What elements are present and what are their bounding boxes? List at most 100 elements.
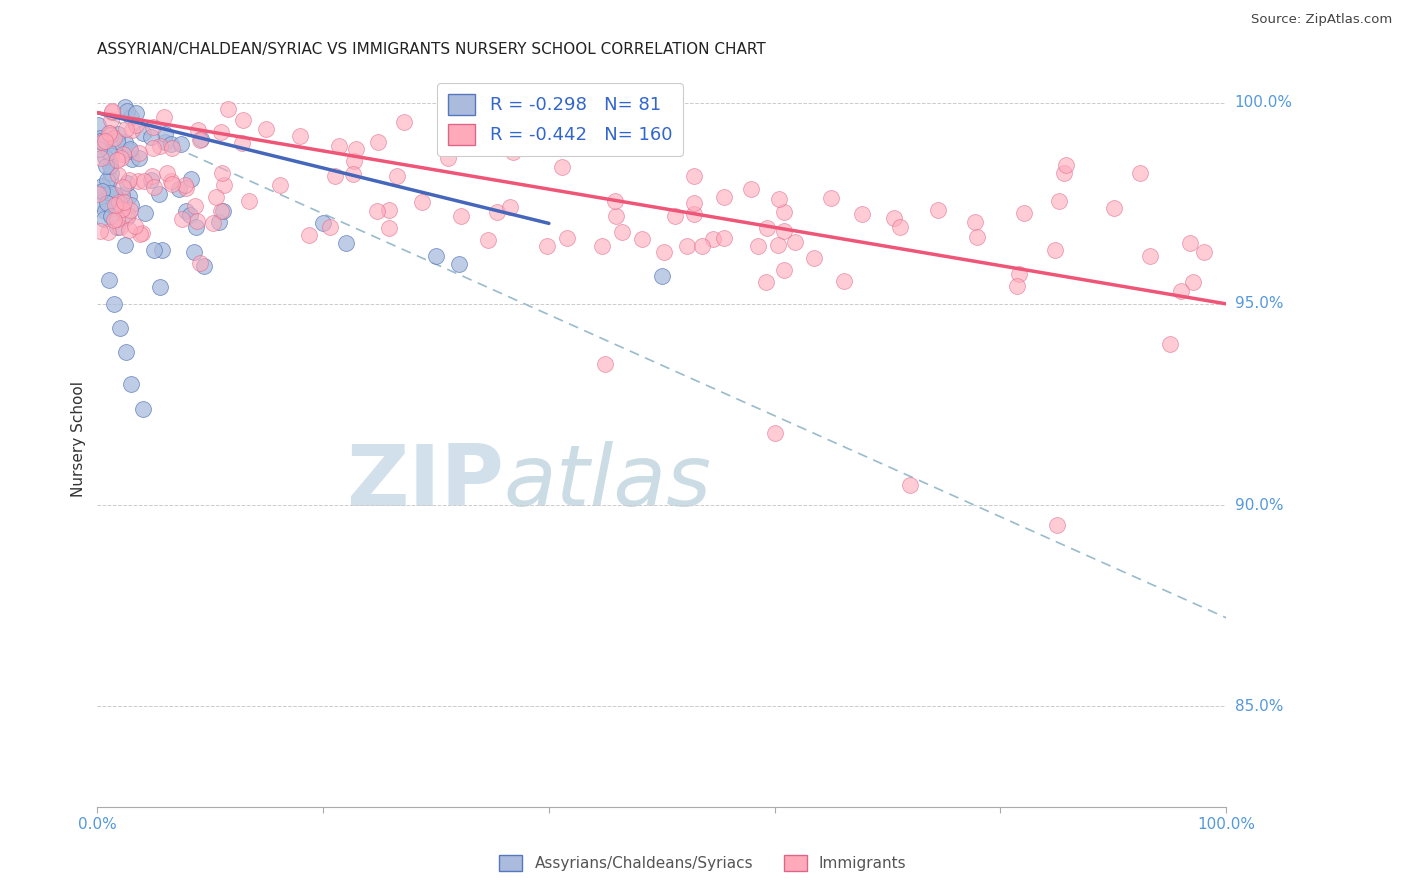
Point [1192, 244, 1215, 259]
Point [105, 220, 128, 235]
Point [747, 239, 769, 253]
Point [160, 141, 183, 155]
Point [107, 168, 129, 182]
Point [766, 238, 789, 252]
Point [1012, 206, 1035, 220]
Point [120, 110, 142, 124]
Point [595, 357, 617, 371]
Point [94, 159, 117, 173]
Point [803, 252, 825, 266]
Point [114, 100, 136, 114]
Point [176, 181, 198, 195]
Point [927, 202, 949, 217]
Point [156, 166, 179, 180]
Point [214, 178, 236, 193]
Point [1128, 166, 1150, 180]
Point [131, 401, 153, 416]
Point [114, 135, 136, 149]
Legend: Assyrians/Chaldeans/Syriacs, Immigrants: Assyrians/Chaldeans/Syriacs, Immigrants [494, 849, 912, 877]
Point [485, 204, 508, 219]
Point [1054, 158, 1077, 172]
Point [149, 280, 172, 294]
Point [1053, 166, 1076, 180]
Point [188, 133, 211, 147]
Point [97, 225, 120, 239]
Point [91, 135, 114, 149]
Point [682, 195, 704, 210]
Point [603, 194, 626, 208]
Point [93, 204, 115, 219]
Point [702, 232, 724, 246]
Point [713, 231, 735, 245]
Point [378, 221, 401, 235]
Point [118, 144, 141, 158]
Point [756, 221, 779, 235]
Point [143, 179, 166, 194]
Point [98, 156, 121, 170]
Point [186, 219, 208, 234]
Point [124, 219, 146, 233]
Point [160, 136, 183, 151]
Point [115, 210, 138, 224]
Point [114, 345, 136, 359]
Point [142, 140, 165, 154]
Point [100, 113, 122, 128]
Point [142, 120, 165, 134]
Point [90, 135, 112, 149]
Point [378, 202, 401, 217]
Point [118, 202, 141, 217]
Point [170, 211, 193, 226]
Point [110, 151, 132, 165]
Point [111, 202, 134, 216]
Point [141, 172, 163, 186]
Point [232, 113, 254, 128]
Point [103, 212, 125, 227]
Point [366, 203, 388, 218]
Point [664, 209, 686, 223]
Point [1102, 201, 1125, 215]
Point [97, 273, 120, 287]
Point [555, 230, 578, 244]
Point [344, 142, 367, 156]
Point [125, 105, 148, 120]
Point [231, 136, 253, 151]
Legend: R = -0.298   N= 81, R = -0.442   N= 160: R = -0.298 N= 81, R = -0.442 N= 160 [437, 83, 683, 155]
Point [120, 377, 142, 392]
Point [319, 220, 342, 235]
Point [676, 239, 699, 253]
Point [91, 179, 114, 194]
Point [87, 118, 110, 132]
Point [153, 135, 176, 149]
Point [152, 110, 174, 124]
Point [114, 237, 136, 252]
Point [105, 191, 128, 205]
Point [98, 126, 121, 140]
Point [94, 150, 117, 164]
Point [121, 123, 143, 137]
Point [883, 211, 905, 225]
Point [1007, 278, 1029, 293]
Point [183, 245, 205, 260]
Text: 85.0%: 85.0% [1234, 698, 1282, 714]
Point [652, 244, 675, 259]
Point [107, 128, 129, 142]
Point [98, 160, 121, 174]
Point [115, 103, 138, 118]
Point [254, 121, 277, 136]
Point [155, 127, 177, 141]
Point [499, 200, 522, 214]
Point [186, 213, 208, 227]
Point [190, 132, 212, 146]
Point [134, 205, 156, 219]
Point [740, 182, 762, 196]
Point [127, 174, 149, 188]
Point [129, 227, 152, 241]
Point [212, 203, 235, 218]
Point [208, 215, 231, 229]
Point [209, 203, 232, 218]
Point [477, 233, 499, 247]
Point [851, 207, 873, 221]
Point [328, 139, 350, 153]
Point [963, 215, 986, 229]
Point [238, 194, 260, 208]
